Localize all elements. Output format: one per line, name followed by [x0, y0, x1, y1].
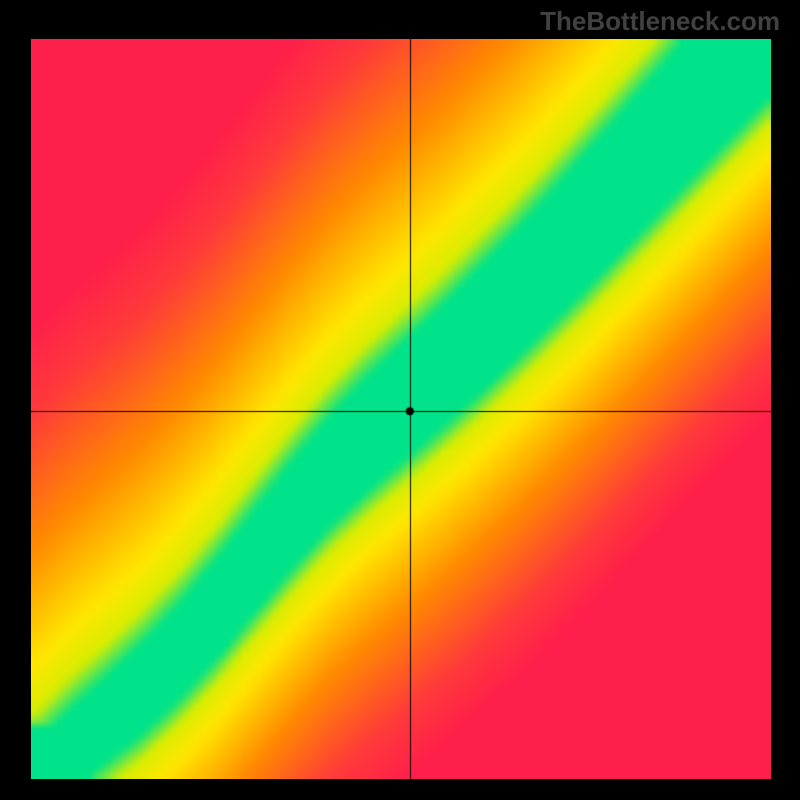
chart-frame: TheBottleneck.com	[0, 0, 800, 800]
crosshair-overlay	[31, 39, 771, 779]
heatmap-plot	[31, 39, 771, 779]
watermark-text: TheBottleneck.com	[540, 6, 780, 37]
